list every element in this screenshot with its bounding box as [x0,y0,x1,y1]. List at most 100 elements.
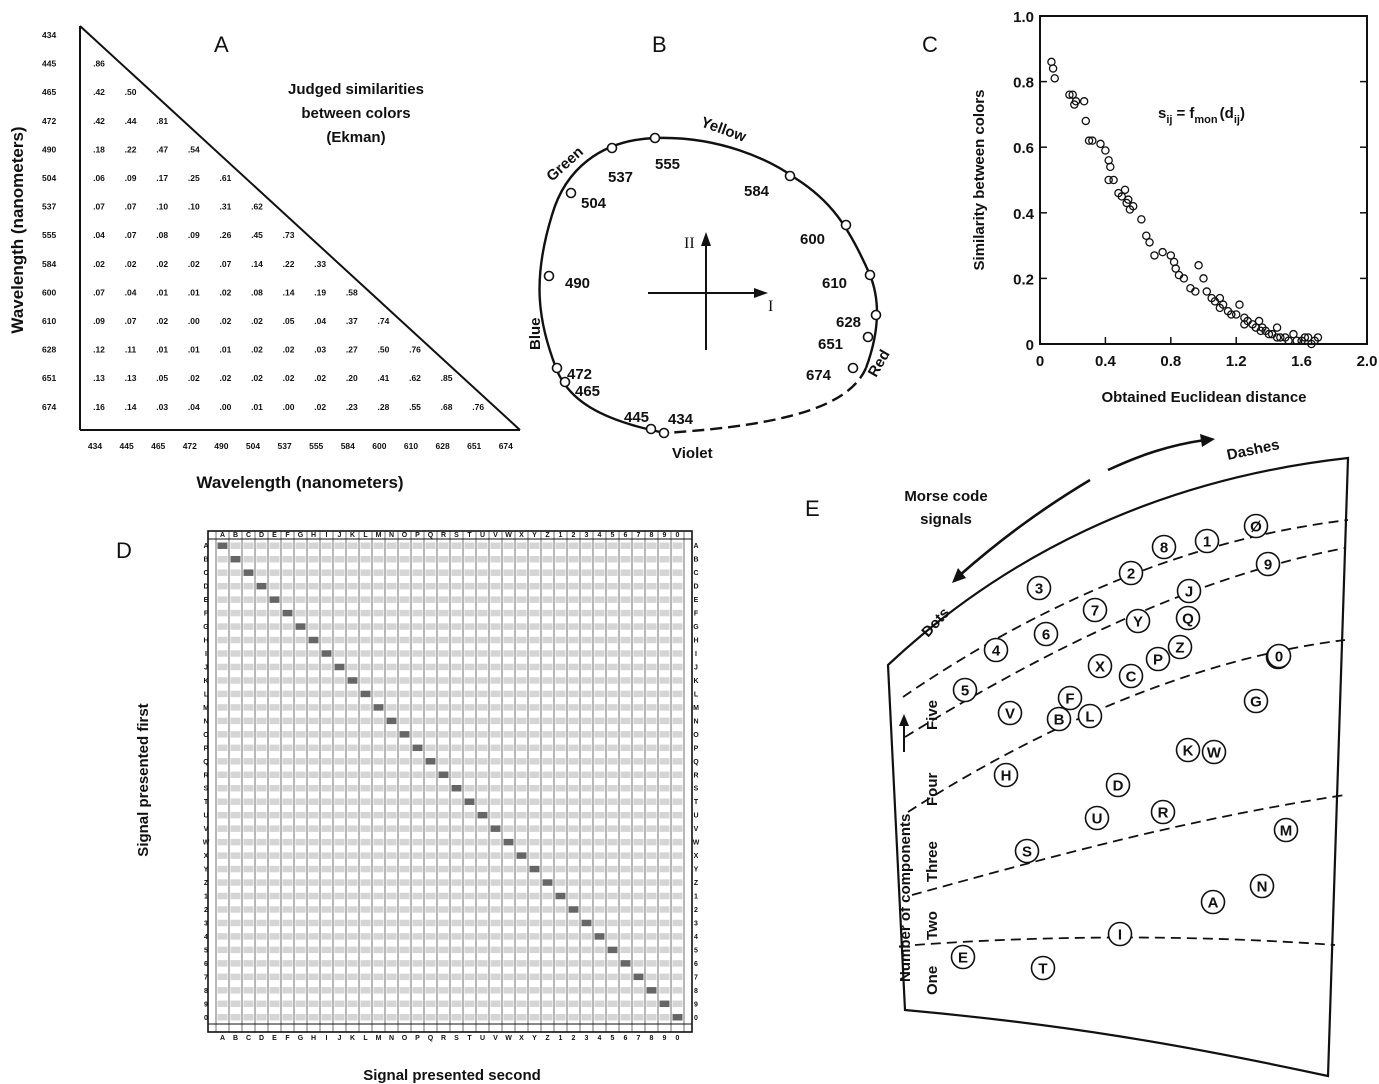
matrix-cell [334,636,345,644]
matrix-cell [516,623,527,630]
matrix-cell [568,758,579,765]
matrix-cell [360,623,371,630]
matrix-right-label: B [693,557,698,564]
matrix-cell [516,744,527,752]
matrix-cell [347,811,358,819]
matrix-cell [360,582,371,590]
matrix-cell [412,798,423,805]
morse-signal-E [950,944,976,970]
matrix-cell [594,852,605,859]
matrix-top-label: J [338,532,342,539]
matrix-top-label: H [311,532,316,539]
panel-a-cell: .07 [219,259,231,269]
matrix-cell [425,758,436,765]
matrix-cell [607,1014,618,1021]
matrix-cell [503,771,514,778]
morse-signal-0 [1266,643,1292,669]
matrix-cell [646,973,657,981]
matrix-cell [464,555,475,563]
matrix-cell [230,879,241,886]
matrix-cell [217,879,228,886]
scatter-point [1150,251,1159,260]
matrix-cell [360,852,371,859]
matrix-cell [425,906,436,913]
matrix-cell [321,717,332,725]
matrix-cell [542,825,553,832]
matrix-cell [399,596,410,603]
morse-signal-label: W [1207,745,1222,762]
matrix-cell [230,771,241,778]
scatter-point [1194,261,1203,270]
matrix-cell [321,892,332,900]
matrix-cell [672,758,683,765]
matrix-cell [516,771,527,778]
matrix-cell [620,825,631,832]
matrix-cell [295,879,306,886]
color-point-584 [784,170,796,182]
matrix-cell [412,892,423,900]
matrix-cell [230,892,241,900]
matrix-cell [516,704,527,711]
morse-signal-label: 4 [992,643,1001,660]
matrix-cell [256,636,267,644]
matrix-top-label: D [259,532,264,539]
matrix-cell [438,542,449,549]
matrix-cell [373,865,384,873]
matrix-cell [321,569,332,576]
matrix-cell [477,704,488,711]
matrix-cell [607,879,618,886]
matrix-cell [581,771,592,778]
matrix-cell [295,946,306,954]
matrix-cell [230,960,241,967]
matrix-cell [269,825,280,832]
matrix-cell [295,758,306,765]
matrix-cell [646,892,657,900]
matrix-cell [308,758,319,765]
matrix-cell [321,623,332,630]
matrix-cell [334,1000,345,1008]
matrix-cell [633,960,644,967]
matrix-cell [490,636,501,644]
matrix-cell [360,987,371,994]
morse-signal-R [1150,799,1176,825]
arc-label-dots: Dots [918,605,953,641]
matrix-cell [438,1000,449,1008]
matrix-cell [646,946,657,954]
matrix-cell [451,636,462,644]
matrix-cell [412,677,423,684]
matrix-cell [217,555,228,563]
matrix-cell [646,542,657,549]
matrix-cell [269,596,280,603]
scatter-point [1104,175,1113,185]
panel-a-row-label: 537 [42,202,56,212]
matrix-bottom-label: R [441,1035,446,1042]
matrix-left-label: S [204,786,209,793]
matrix-cell [620,838,631,846]
matrix-cell [308,636,319,644]
matrix-cell [477,555,488,563]
panel-a-col-label: 555 [309,441,323,451]
panel-a-cell: .47 [156,144,168,154]
matrix-cell [399,1000,410,1008]
matrix-cell [633,758,644,765]
matrix-bottom-label: 3 [585,1035,589,1042]
matrix-cell [373,798,384,805]
panel-a-cell: .26 [219,230,231,240]
matrix-cell [243,865,254,873]
morse-signal-label: D [1113,778,1124,795]
matrix-cell [334,677,345,684]
matrix-cell [412,879,423,886]
matrix-cell [347,677,358,684]
matrix-cell [633,542,644,549]
matrix-cell [451,555,462,563]
matrix-left-label: X [204,853,209,860]
matrix-cell [646,731,657,738]
morse-signal-label: A [1208,895,1219,912]
matrix-cell [321,704,332,711]
matrix-cell [269,865,280,873]
matrix-cell [672,650,683,657]
color-point-label: 555 [655,156,680,173]
matrix-cell [282,677,293,684]
matrix-cell [672,663,683,671]
matrix-cell [542,933,553,940]
